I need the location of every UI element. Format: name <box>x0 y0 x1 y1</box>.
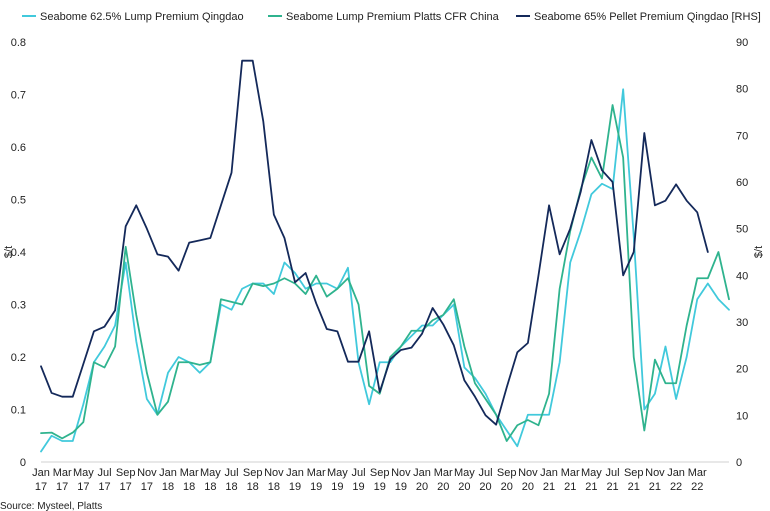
x-tick-label-year: 19 <box>352 481 364 493</box>
y-right-tick-label: 50 <box>736 224 748 236</box>
x-tick-label-year: 22 <box>691 481 703 493</box>
axes: 0 0.1 0.2 0.3 0.4 0.5 0.6 0.7 0.8 0 10 20 30 40 50 60 70… <box>3 37 765 493</box>
series-line-3 <box>40 59 709 426</box>
x-tick-label-month: Mar <box>53 467 72 479</box>
x-tick-label-year: 18 <box>204 481 216 493</box>
x-tick-label-year: 21 <box>585 481 597 493</box>
x-tick-label-year: 21 <box>543 481 555 493</box>
x-tick-label-month: Jan <box>159 467 177 479</box>
x-tick-label-year: 17 <box>35 481 47 493</box>
x-tick-label-month: Nov <box>645 467 665 479</box>
y-left-tick-label: 0.2 <box>11 352 26 364</box>
series-line-2 <box>40 104 730 442</box>
y-right-tick-label: 80 <box>736 84 748 96</box>
source-note: Source: Mysteel, Platts <box>0 501 102 511</box>
y-left-tick-label: 0.1 <box>11 405 26 417</box>
y-left-tick-label: 0.7 <box>11 90 26 102</box>
x-tick-label-month: Sep <box>624 467 644 479</box>
x-tick-label-year: 18 <box>225 481 237 493</box>
y-left-tick-label: 0.6 <box>11 142 26 154</box>
series-line-1 <box>40 88 730 453</box>
x-tick-label-month: May <box>454 467 475 479</box>
x-tick-label-year: 21 <box>606 481 618 493</box>
x-tick-label-year: 20 <box>437 481 449 493</box>
y-right-tick-label: 0 <box>736 457 742 469</box>
x-tick-label-year: 20 <box>522 481 534 493</box>
x-tick-label-year: 20 <box>501 481 513 493</box>
y-right-tick-label: 70 <box>736 130 748 142</box>
x-tick-label-month: May <box>581 467 602 479</box>
legend-label-1: Seabome 62.5% Lump Premium Qingdao <box>40 11 244 23</box>
x-tick-label-month: Jan <box>32 467 50 479</box>
x-tick-label-month: Mar <box>561 467 580 479</box>
x-tick-label-month: May <box>200 467 221 479</box>
y-left-tick-label: 0 <box>20 457 26 469</box>
x-tick-label-month: Nov <box>264 467 284 479</box>
x-tick-label-month: Jul <box>606 467 620 479</box>
x-tick-label-month: Jul <box>479 467 493 479</box>
x-tick-label-year: 20 <box>416 481 428 493</box>
x-tick-label-year: 17 <box>77 481 89 493</box>
y-left-tick-label: 0.5 <box>11 195 26 207</box>
y-left-tick-label: 0.3 <box>11 300 26 312</box>
x-tick-label-month: May <box>73 467 94 479</box>
x-tick-label-year: 19 <box>289 481 301 493</box>
legend-label-2: Seabome Lump Premium Platts CFR China <box>286 11 500 23</box>
x-tick-label-year: 21 <box>649 481 661 493</box>
series-layer <box>40 59 730 453</box>
y-left-tick-label: 0.8 <box>11 37 26 49</box>
x-tick-label-month: Mar <box>434 467 453 479</box>
x-tick-label-month: Jul <box>97 467 111 479</box>
x-tick-label-year: 18 <box>247 481 259 493</box>
y-right-tick-label: 90 <box>736 37 748 49</box>
x-tick-label-month: Mar <box>688 467 707 479</box>
x-tick-label-year: 20 <box>479 481 491 493</box>
x-tick-label-month: Sep <box>497 467 517 479</box>
x-tick-label-year: 22 <box>670 481 682 493</box>
x-tick-label-month: Nov <box>391 467 411 479</box>
x-tick-label-month: Jul <box>352 467 366 479</box>
x-tick-label-month: Jan <box>286 467 304 479</box>
x-tick-label-year: 19 <box>331 481 343 493</box>
x-tick-label-year: 19 <box>310 481 322 493</box>
y-right-axis-title: $/t <box>753 246 765 258</box>
x-tick-label-year: 19 <box>374 481 386 493</box>
x-tick-label-year: 21 <box>564 481 576 493</box>
x-tick-label-month: Jul <box>224 467 238 479</box>
y-right-tick-label: 60 <box>736 177 748 189</box>
x-tick-label-month: Jan <box>413 467 431 479</box>
x-tick-label-month: Sep <box>370 467 390 479</box>
x-tick-label-year: 17 <box>120 481 132 493</box>
y-right-tick-label: 10 <box>736 410 748 422</box>
legend: Seabome 62.5% Lump Premium Qingdao Seabom… <box>22 11 761 23</box>
x-tick-label-month: Nov <box>518 467 538 479</box>
x-tick-label-year: 21 <box>628 481 640 493</box>
x-tick-label-year: 19 <box>395 481 407 493</box>
x-tick-label-month: Sep <box>243 467 263 479</box>
x-tick-label-month: Mar <box>307 467 326 479</box>
x-tick-label-year: 17 <box>141 481 153 493</box>
y-right-tick-label: 30 <box>736 317 748 329</box>
x-tick-label-month: Nov <box>137 467 157 479</box>
y-left-tick-label: 0.4 <box>11 247 26 259</box>
x-tick-label-year: 17 <box>98 481 110 493</box>
x-tick-label-year: 18 <box>268 481 280 493</box>
y-left-axis-title: $/t <box>3 246 15 258</box>
x-tick-label-month: Jan <box>540 467 558 479</box>
y-right-tick-label: 40 <box>736 270 748 282</box>
x-tick-label-month: Jan <box>667 467 685 479</box>
x-tick-label-year: 18 <box>183 481 195 493</box>
x-tick-label-year: 18 <box>162 481 174 493</box>
x-tick-label-month: May <box>327 467 348 479</box>
y-right-tick-label: 20 <box>736 364 748 376</box>
x-tick-label-month: Sep <box>116 467 136 479</box>
legend-label-3: Seabome 65% Pellet Premium Qingdao [RHS] <box>534 11 761 23</box>
x-tick-label-year: 17 <box>56 481 68 493</box>
x-tick-label-month: Mar <box>180 467 199 479</box>
x-tick-label-year: 20 <box>458 481 470 493</box>
